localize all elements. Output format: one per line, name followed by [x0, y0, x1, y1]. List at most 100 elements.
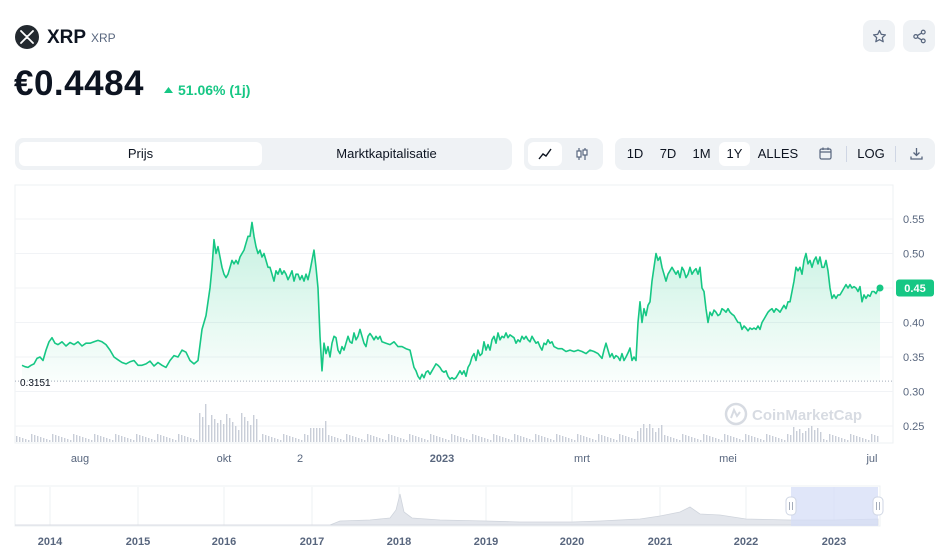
watchlist-star-button[interactable]: [863, 20, 895, 52]
volume-bar: [823, 439, 825, 442]
volume-bar: [325, 421, 327, 442]
tab-marktkapitalisatie[interactable]: Marktkapitalisatie: [336, 146, 437, 161]
overview-navigator[interactable]: 2014 2015 2016 2017 2018 2019 2020 2021 2022 2023: [0, 480, 950, 557]
range-1y-button[interactable]: 1Y: [719, 142, 750, 166]
volume-bar: [529, 439, 531, 442]
volume-bar: [568, 438, 570, 442]
volume-bar: [619, 434, 621, 442]
volume-bar: [583, 436, 585, 442]
volume-bar: [85, 438, 87, 442]
volume-bar: [52, 434, 54, 442]
volume-bar: [292, 437, 294, 442]
navigator-left-handle[interactable]: [785, 496, 797, 516]
volume-bar: [643, 424, 645, 442]
volume-bar: [859, 437, 861, 442]
volume-bar: [241, 413, 243, 442]
y-tick-label: 0.50: [903, 249, 924, 261]
volume-bar: [115, 434, 117, 442]
volume-bar: [391, 435, 393, 442]
candlestick-icon: [576, 148, 588, 160]
volume-bar: [229, 418, 231, 442]
volume-bar: [46, 439, 48, 442]
volume-bar: [766, 434, 768, 442]
volume-bar: [598, 434, 600, 442]
volume-bar: [607, 437, 609, 442]
volume-bar: [406, 440, 408, 442]
price-change-value: 51.06% (1j): [178, 82, 251, 98]
volume-bar: [832, 435, 834, 442]
volume-bar: [403, 439, 405, 442]
range-1d-button[interactable]: 1D: [626, 146, 644, 161]
volume-bar: [712, 437, 714, 442]
volume-bar: [739, 439, 741, 442]
volume-bar: [163, 436, 165, 442]
volume-bar: [700, 440, 702, 442]
volume-bar: [157, 434, 159, 442]
price-chart[interactable]: 0.3151 0.55 0.50 0.45 0.40 0.35 0.30 0.25 aug o…: [0, 182, 950, 472]
candlestick-button[interactable]: [565, 142, 599, 166]
volume-bar: [775, 437, 777, 442]
volume-bar: [802, 433, 804, 442]
volume-bar: [331, 436, 333, 442]
range-1m-button[interactable]: 1M: [692, 146, 711, 161]
volume-bar: [736, 438, 738, 442]
volume-bar: [373, 436, 375, 442]
volume-bar: [826, 440, 828, 442]
log-scale-button[interactable]: LOG: [857, 146, 885, 161]
navigator-selection[interactable]: [791, 487, 878, 526]
volume-bar: [670, 437, 672, 442]
volume-bar: [691, 437, 693, 442]
volume-bar: [622, 435, 624, 442]
navigator-history-area: [15, 493, 879, 526]
volume-bar: [322, 428, 324, 442]
volume-bar: [310, 428, 312, 442]
volume-bar: [463, 438, 465, 442]
volume-bar: [64, 438, 66, 442]
volume-bar: [142, 436, 144, 442]
volume-bar: [211, 415, 213, 442]
volume-bar: [91, 440, 93, 442]
date-range-button[interactable]: [811, 142, 839, 166]
volume-bar: [256, 419, 258, 442]
x-axis: aug okt 2 2023 mrt mei jul: [71, 453, 878, 465]
volume-bar: [265, 435, 267, 442]
volume-bar: [508, 439, 510, 442]
volume-bar: [472, 434, 474, 442]
volume-bar: [631, 438, 633, 442]
volume-bar: [562, 436, 564, 442]
volume-bar: [727, 435, 729, 442]
chart-type-toggle: [524, 138, 603, 170]
navigator-x-axis: 2014 2015 2016 2017 2018 2019 2020 2021 2022 2023: [38, 536, 846, 548]
volume-bar: [100, 436, 102, 442]
download-button[interactable]: [902, 142, 930, 166]
share-button[interactable]: [903, 20, 935, 52]
volume-bar: [745, 434, 747, 442]
caret-up-icon: [164, 87, 173, 93]
volume-bar: [61, 437, 63, 442]
volume-bar: [532, 440, 534, 442]
volume-bar: [244, 417, 246, 442]
range-all-button[interactable]: ALLES: [757, 146, 799, 161]
x-tick-label: aug: [71, 453, 89, 465]
volume-bar: [526, 438, 528, 442]
volume-bar: [139, 435, 141, 442]
volume-bar: [838, 437, 840, 442]
range-7d-button[interactable]: 7D: [659, 146, 677, 161]
line-chart-button[interactable]: [528, 142, 562, 166]
x-tick-label: okt: [217, 453, 232, 465]
volume-bar: [466, 439, 468, 442]
volume-bar: [589, 438, 591, 442]
volume-bar: [523, 437, 525, 442]
x-tick-label: 2: [297, 453, 303, 465]
volume-bar: [814, 430, 816, 442]
volume-bar: [451, 434, 453, 442]
tab-prijs[interactable]: Prijs: [19, 142, 262, 166]
volume-bar: [136, 434, 138, 442]
volume-bar: [667, 436, 669, 442]
navigator-right-handle[interactable]: [872, 496, 884, 516]
volume-bar: [118, 435, 120, 442]
volume-bar: [733, 437, 735, 442]
volume-bar: [445, 439, 447, 442]
volume-bar: [151, 439, 153, 442]
volume-bar: [709, 436, 711, 442]
